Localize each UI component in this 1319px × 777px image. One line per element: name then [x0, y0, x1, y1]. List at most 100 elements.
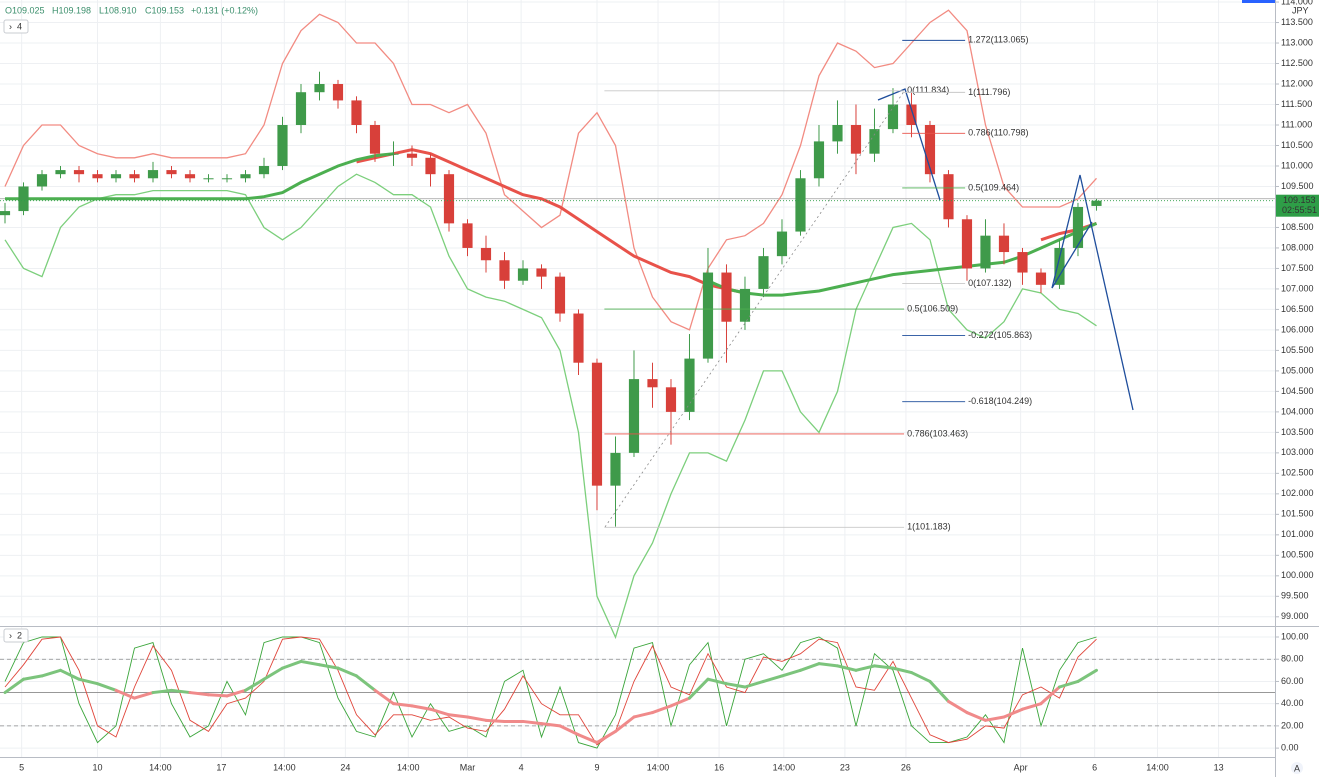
y-tick-label: 108.500: [1281, 222, 1314, 232]
oscillator-segment: [595, 729, 617, 745]
x-tick-label: 14:00: [647, 762, 670, 772]
pane-toggle[interactable]: [3, 19, 29, 34]
oscillator-segment: [169, 688, 192, 695]
y-tick-label: 108.000: [1281, 242, 1314, 252]
y-tick-label: 112.500: [1281, 58, 1313, 68]
oscillator-segment: [761, 674, 784, 683]
y-tick-label: 99.500: [1281, 591, 1309, 601]
candle-body: [166, 170, 177, 175]
x-tick-label: 14:00: [397, 762, 420, 772]
fib-label: 1.272(113.065): [968, 35, 1028, 45]
candle-body: [591, 362, 603, 486]
auto-scale-button[interactable]: [1291, 762, 1303, 774]
x-tick-label: Mar: [460, 762, 476, 772]
oscillator-segment: [1020, 702, 1043, 711]
candle-body: [869, 129, 880, 154]
candle-body: [758, 256, 769, 289]
pane-toggle[interactable]: [3, 628, 29, 643]
y-tick-label: 103.500: [1281, 427, 1314, 437]
candle-body: [1035, 272, 1047, 285]
candle-body: [147, 170, 159, 179]
candle-body: [184, 174, 196, 179]
candle-body: [943, 174, 954, 220]
y-tick-label: 113.500: [1281, 17, 1313, 27]
oscillator-segment: [114, 688, 136, 700]
oscillator-segment: [687, 677, 710, 700]
candle-body: [92, 174, 103, 179]
oscillator-segment: [817, 662, 839, 668]
oscillator-segment: [1002, 707, 1024, 719]
candle-body: [776, 231, 788, 257]
candle-body: [610, 452, 621, 486]
y-tick-label: 109.500: [1281, 181, 1314, 191]
oscillator-segment: [484, 718, 506, 723]
candle-body: [1072, 206, 1084, 248]
oscillator-segment: [891, 666, 913, 675]
oscillator-segment: [243, 677, 266, 692]
y-tick-label: 107.000: [1281, 283, 1314, 293]
oscillator-segment: [780, 668, 802, 678]
y-tick-label: 112.000: [1281, 78, 1313, 88]
oscillator-segment: [188, 691, 210, 697]
oscillator-segment: [743, 679, 765, 689]
oscillator-segment: [854, 664, 876, 672]
oscillator-segment: [58, 668, 81, 681]
y-tick-label: 102.000: [1281, 488, 1314, 498]
x-tick-label: 24: [340, 762, 350, 772]
oscillator-segment: [613, 715, 636, 733]
fib-trend-line: [604, 89, 906, 528]
oscillator-segment: [3, 677, 25, 695]
pane-toggle-count: 2: [17, 630, 22, 640]
candle-body: [462, 223, 473, 248]
y-tick-label: 104.500: [1281, 386, 1314, 396]
oscillator-segment: [576, 733, 599, 745]
candle-body: [961, 219, 973, 269]
candle-body: [924, 125, 936, 175]
fib-label: -0.272(105.863): [968, 330, 1032, 340]
y-tick-label: 80.00: [1281, 654, 1304, 664]
y-tick-label: 106.000: [1281, 324, 1314, 334]
candle-body: [980, 235, 991, 269]
y-tick-label: 114.000: [1281, 0, 1313, 6]
y-tick-label: 100.000: [1281, 570, 1314, 580]
x-tick-label: 4: [519, 762, 524, 772]
y-tick-label: 106.500: [1281, 304, 1314, 314]
candle-body: [517, 268, 529, 281]
candle-body: [406, 153, 418, 158]
candle-body: [277, 125, 288, 166]
ohlc-change: +0.131 (+0.12%): [191, 5, 258, 15]
candle-body: [258, 165, 270, 175]
candle-body: [499, 260, 510, 281]
fib-label: 0(107.132): [968, 278, 1012, 288]
candle-body: [221, 178, 233, 180]
candle-body: [332, 84, 344, 101]
last-price-label: 109.153: [1283, 195, 1316, 205]
oscillator-segment: [521, 719, 543, 726]
candle-body: [314, 84, 325, 93]
oscillator-segment: [21, 674, 44, 681]
candle-body: [813, 141, 825, 179]
oscillator-segment: [391, 702, 414, 708]
oscillator-segment: [225, 688, 247, 698]
oscillator-segment: [835, 664, 858, 672]
candle-body: [240, 174, 251, 179]
pattern-line: [1051, 174, 1134, 411]
fib-label: 0(111.834): [907, 85, 949, 95]
candle-body: [887, 104, 899, 130]
fib-label: 0.5(109.464): [968, 182, 1019, 192]
x-tick-label: 17: [216, 762, 226, 772]
auto-scale-label: A: [1294, 763, 1300, 773]
y-tick-label: 100.00: [1281, 631, 1309, 641]
candle-body: [1017, 252, 1028, 273]
candle-body: [739, 288, 751, 322]
candle-body: [573, 313, 584, 363]
y-tick-label: 105.000: [1281, 365, 1314, 375]
oscillator-segment: [928, 679, 950, 703]
x-tick-label: 6: [1092, 762, 1097, 772]
oscillator-segment: [632, 711, 654, 719]
legend-header: O109.025 H109.198 L108.910 C109.153 +0.1…: [5, 5, 258, 15]
x-tick-label: Apr: [1014, 762, 1028, 772]
candle-body: [36, 174, 48, 187]
candle-body: [647, 379, 658, 388]
oscillator-segment: [206, 693, 229, 698]
